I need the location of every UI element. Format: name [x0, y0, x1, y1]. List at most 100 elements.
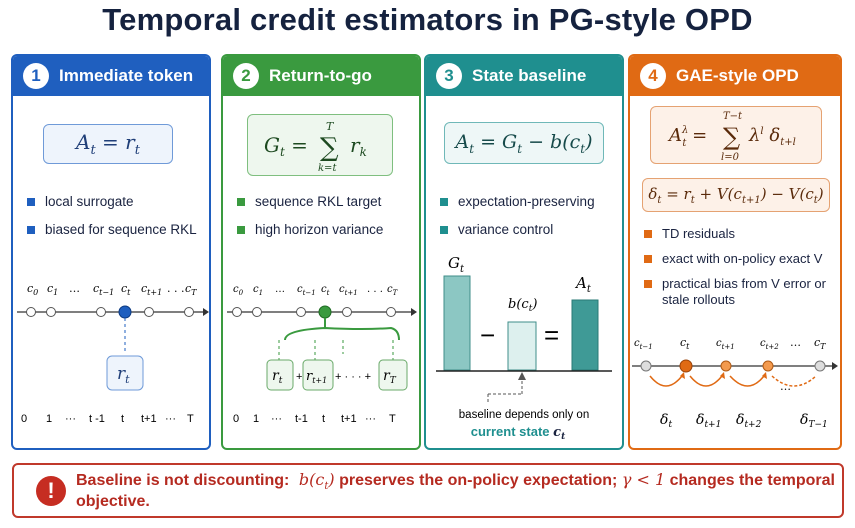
bullet-square-icon — [237, 198, 245, 206]
panel-header: 2 Return-to-go — [223, 56, 419, 96]
baseline-bar — [507, 321, 537, 371]
svg-text:cT: cT — [814, 336, 826, 351]
svg-text:ct+1: ct+1 — [339, 284, 358, 297]
bullet-item: practical bias from V error or stale rol… — [644, 276, 834, 308]
svg-text:1: 1 — [253, 413, 259, 425]
bullet-item: variance control — [440, 222, 595, 238]
time-index-label: t -1 — [89, 413, 105, 425]
timeline-diagram: c0 c1 … ct−1 ct ct+1 . . . cT rt 0 1 ···… — [17, 282, 209, 425]
svg-text:…: … — [275, 284, 285, 295]
svg-text:c1: c1 — [253, 284, 263, 297]
formula-box: At = rt — [43, 124, 173, 164]
svg-text:ct−1: ct−1 — [634, 338, 653, 351]
footer-end: changes the temporal objective. — [76, 472, 835, 510]
time-index-label: t — [121, 413, 124, 425]
bar-label: Gt — [448, 254, 465, 275]
svg-text:···: ··· — [271, 413, 282, 425]
baseline-note-emphasis: current state ct — [471, 424, 566, 442]
svg-text:k=t: k=t — [318, 163, 337, 174]
panel-title: State baseline — [472, 66, 587, 85]
state-label: c1 — [47, 282, 58, 297]
time-index-label: ··· — [65, 413, 76, 425]
formula-text: Aλ t = ∑ T−t l=0 λl δt+l — [667, 111, 796, 163]
footer-callout: ! Baseline is not discounting: b(ct) pre… — [12, 463, 844, 518]
td-timeline-diagram: ct−1 ct ct+1 ct+2 … cT … δt δt+1 δt+2 δT… — [632, 336, 838, 430]
svg-text:…: … — [790, 336, 801, 349]
advantage-bar — [571, 299, 599, 371]
footer-baseline-symbol: b(ct) — [293, 470, 335, 493]
svg-text:t+1: t+1 — [341, 413, 357, 425]
state-label: cT — [185, 282, 197, 297]
bullet-square-icon — [27, 226, 35, 234]
bullet-item: expectation-preserving — [440, 194, 595, 210]
arrow-head-icon — [203, 308, 209, 316]
bullet-item: biased for sequence RKL — [27, 222, 197, 238]
svg-text:…: … — [780, 380, 791, 393]
svg-text:Gt =: Gt = — [264, 133, 308, 159]
panel-header: 4 GAE-style OPD — [630, 56, 840, 96]
delta-label: δt+2 — [736, 412, 762, 430]
time-index-label: T — [187, 413, 194, 425]
time-index-label: t+1 — [141, 413, 157, 425]
panel-return-to-go: 2 Return-to-go Gt = ∑ T k=t rk sequence … — [221, 54, 421, 450]
baseline-bar-diagram: Gt − b(ct) = At baseline depends only on… — [436, 254, 612, 442]
step-number-badge: 3 — [436, 63, 462, 89]
footer-bold: Baseline is not discounting: — [76, 472, 290, 490]
state-label: . . . — [167, 282, 184, 295]
panel-title: Immediate token — [59, 66, 194, 85]
bullet-item: high horizon variance — [237, 222, 383, 238]
reward-term: rt — [272, 368, 283, 386]
formula-box-td: δt = rt + V(ct+1) − V(ct) — [642, 178, 830, 212]
arrow-head-icon — [518, 372, 526, 380]
bullet-square-icon — [440, 198, 448, 206]
delta-label: δT−1 — [800, 412, 828, 430]
state-label: ct−1 — [93, 282, 114, 297]
minus-operator: − — [480, 320, 495, 350]
step-number-badge: 2 — [233, 63, 259, 89]
svg-text:···: ··· — [365, 413, 376, 425]
arrow-head-icon — [832, 362, 838, 370]
timeline-diagram: c0 c1 … ct−1 ct ct+1 . . . cT rt + rt+1 … — [227, 284, 417, 425]
footer-mid: preserves the on-policy expectation; — [334, 472, 622, 490]
baseline-note: baseline depends only on — [459, 409, 589, 421]
svg-text:λl δt+l: λl δt+l — [748, 125, 796, 148]
footer-text: Baseline is not discounting: b(ct) prese… — [76, 470, 842, 510]
time-index-label: 1 — [46, 413, 52, 425]
state-label: … — [69, 282, 80, 295]
svg-text:cT: cT — [387, 284, 399, 297]
svg-text:0: 0 — [233, 413, 239, 425]
footer-gamma: γ < 1 — [621, 470, 666, 490]
time-index-label: ··· — [165, 413, 176, 425]
step-number-badge: 4 — [640, 63, 666, 89]
step-number-badge: 1 — [23, 63, 49, 89]
panel-header: 3 State baseline — [426, 56, 622, 96]
svg-text:c0: c0 — [233, 284, 244, 297]
formula-box-gae: Aλ t = ∑ T−t l=0 λl δt+l — [650, 106, 822, 164]
bullet-square-icon — [644, 255, 652, 263]
formula-text: δt = rt + V(ct+1) − V(ct) — [648, 184, 824, 206]
state-label: ct — [121, 282, 131, 297]
svg-text:T−t: T−t — [723, 111, 743, 122]
bullet-item: TD residuals — [644, 226, 834, 242]
plus-operator: + · · · + — [335, 371, 371, 383]
panel-title: GAE-style OPD — [676, 66, 799, 85]
bar-label: At — [574, 274, 592, 295]
svg-text:ct+1: ct+1 — [716, 338, 735, 351]
return-bar — [443, 275, 471, 371]
delta-label: δt+1 — [696, 412, 721, 430]
delta-label: δt — [660, 412, 672, 430]
svg-text:rk: rk — [350, 133, 367, 159]
time-index-label: 0 — [21, 413, 27, 425]
svg-text:T: T — [389, 413, 396, 425]
panel-gae-style-opd: 4 GAE-style OPD Aλ t = ∑ T−t l=0 λl δt+l … — [628, 54, 842, 450]
svg-text:∑: ∑ — [320, 133, 339, 163]
svg-text:t-1: t-1 — [295, 413, 308, 425]
svg-text:l=0: l=0 — [721, 152, 740, 163]
svg-text:t: t — [322, 413, 325, 425]
bullet-square-icon — [440, 226, 448, 234]
bullet-square-icon — [644, 230, 652, 238]
svg-text:ct+2: ct+2 — [760, 338, 779, 351]
svg-text:∑: ∑ — [723, 123, 740, 151]
svg-text:ct−1: ct−1 — [297, 284, 316, 297]
svg-text:ct: ct — [321, 284, 330, 297]
